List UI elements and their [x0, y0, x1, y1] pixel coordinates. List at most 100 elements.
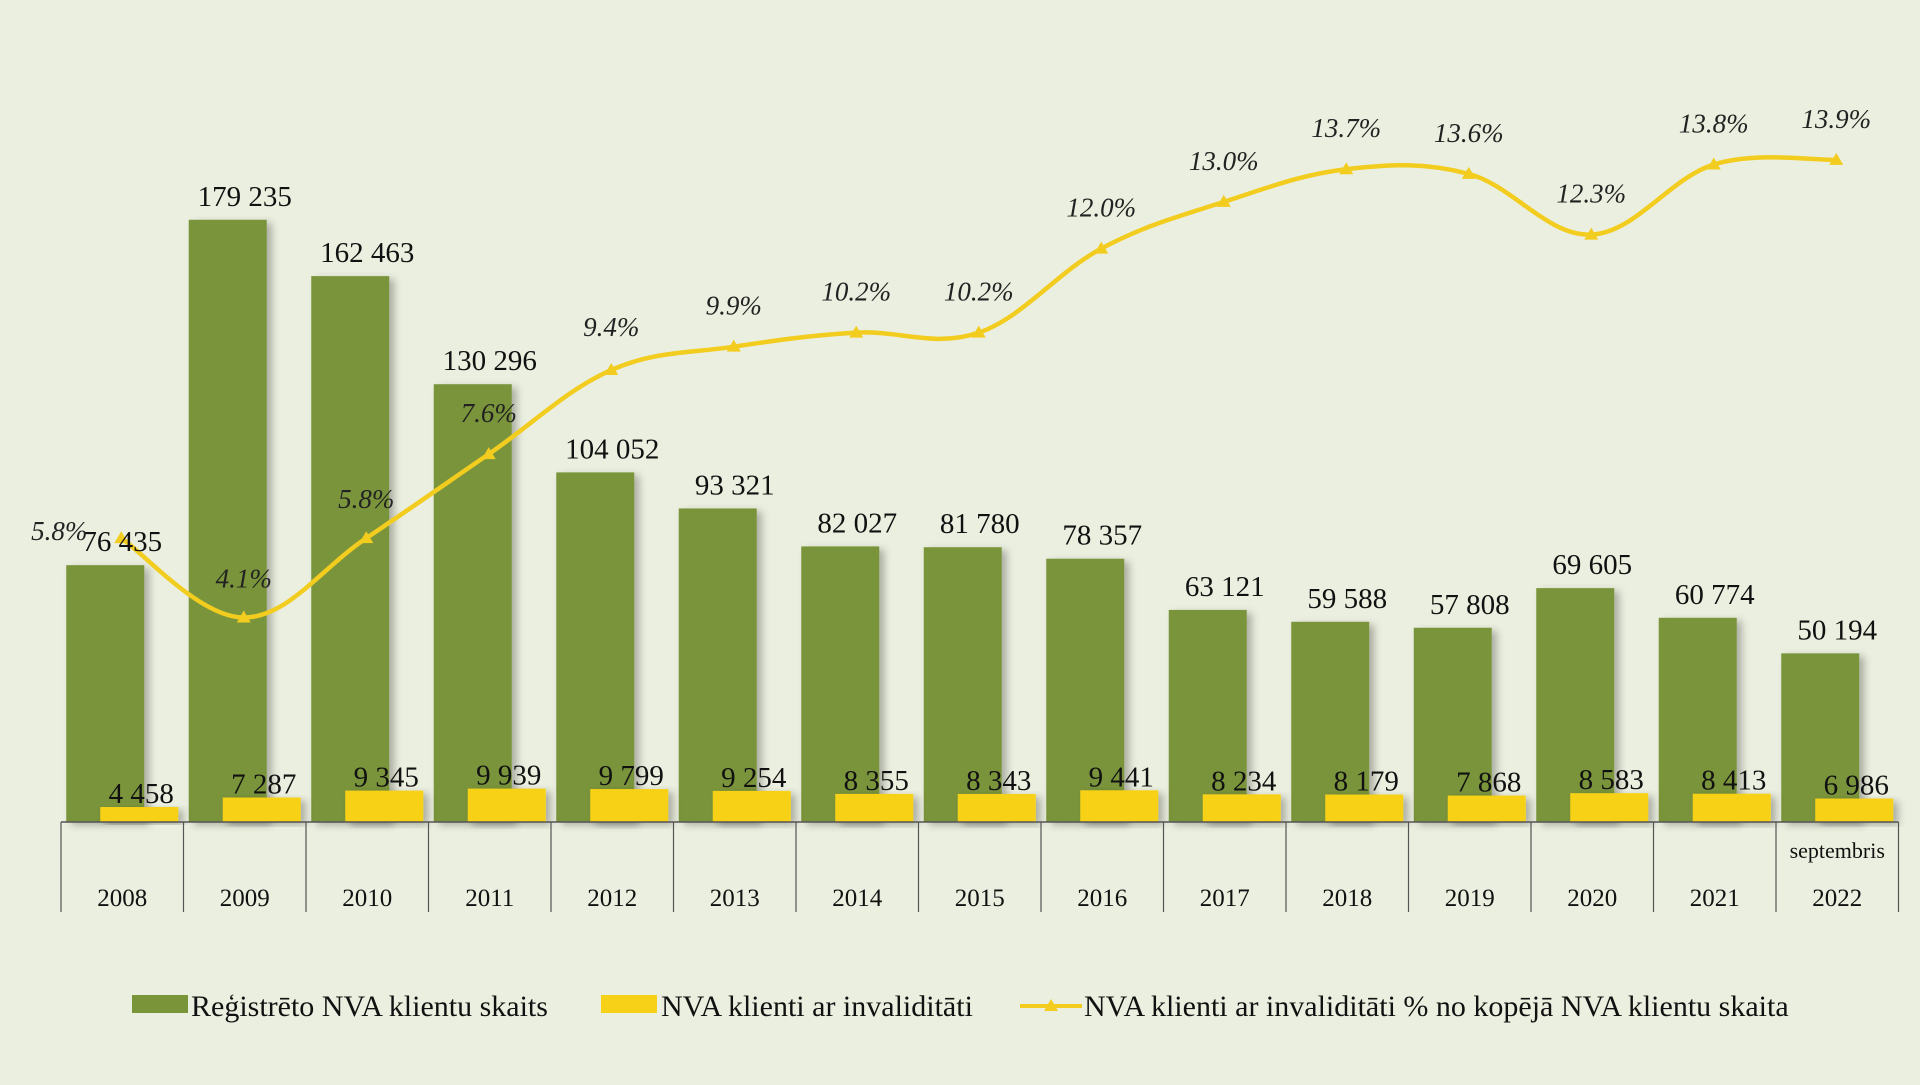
x-tick-2017: 2017	[1200, 885, 1250, 912]
percent-marker-2011	[481, 447, 496, 460]
bar-registered-2013	[678, 508, 757, 822]
label-percent-2022: 13.9%	[1801, 104, 1871, 134]
label-disabled-2010: 9 345	[354, 762, 419, 794]
label-disabled-2016: 9 441	[1089, 761, 1154, 793]
x-tick-2018: 2018	[1322, 885, 1372, 912]
label-percent-2021: 13.8%	[1679, 109, 1749, 139]
x-tick-2008: 2008	[97, 885, 147, 912]
x-tick-2010: 2010	[342, 885, 392, 912]
data-labels: 76 435 4 458 179 235 7 287 162 463 9 345 130 2…	[31, 104, 1889, 810]
x-tick-2014: 2014	[832, 885, 883, 912]
label-disabled-2019: 7 868	[1456, 767, 1521, 799]
bar-registered-2011	[433, 384, 512, 822]
label-registered-2020: 69 605	[1552, 549, 1632, 581]
bar-registered-2016	[1046, 558, 1125, 822]
label-registered-2022: 50 194	[1797, 614, 1877, 646]
label-registered-2016: 78 357	[1062, 520, 1142, 552]
label-percent-2008: 5.8%	[31, 516, 87, 546]
label-percent-2015: 10.2%	[944, 277, 1014, 307]
legend: Reģistrēto NVA klientu skaits NVA klient…	[132, 990, 1789, 1023]
bar-disabled-2019	[1447, 795, 1526, 822]
label-disabled-2017: 8 234	[1211, 765, 1277, 797]
percent-marker-2016	[1094, 241, 1109, 254]
bar-disabled-2017	[1202, 794, 1281, 822]
x-tick-2020: 2020	[1567, 885, 1617, 912]
label-disabled-2011: 9 939	[476, 760, 541, 792]
label-disabled-2020: 8 583	[1579, 764, 1644, 796]
bar-registered-2008	[66, 565, 145, 822]
label-registered-2010: 162 463	[320, 237, 414, 269]
percent-marker-2017	[1216, 194, 1231, 207]
x-tick-2011: 2011	[465, 885, 514, 912]
bar-registered-2020	[1536, 588, 1615, 822]
percent-marker-2022	[1829, 152, 1844, 165]
label-percent-2010: 5.8%	[338, 484, 394, 514]
x-tick-2012: 2012	[587, 885, 637, 912]
x-tick-2015: 2015	[955, 885, 1005, 912]
label-disabled-2012: 9 799	[599, 760, 664, 792]
label-registered-2019: 57 808	[1430, 589, 1510, 621]
label-registered-2011: 130 296	[443, 345, 537, 377]
bar-registered-2014	[801, 546, 880, 822]
bar-disabled-2011	[467, 788, 546, 822]
percent-line-series	[114, 152, 1844, 623]
bar-registered-2018	[1291, 621, 1370, 822]
label-percent-2020: 12.3%	[1556, 179, 1626, 209]
percent-marker-2015	[971, 325, 986, 338]
legend-label-disabled: NVA klienti ar invaliditāti	[661, 990, 973, 1023]
label-disabled-2022: 6 986	[1824, 770, 1889, 802]
label-percent-2009: 4.1%	[216, 564, 272, 594]
bar-disabled-2013	[712, 790, 791, 822]
label-percent-2014: 10.2%	[821, 277, 891, 307]
bar-disabled-2021	[1692, 793, 1771, 822]
legend-label-percent: NVA klienti ar invaliditāti % no kopējā …	[1084, 990, 1789, 1023]
label-registered-2014: 82 027	[817, 507, 897, 539]
label-registered-2009: 179 235	[198, 181, 292, 213]
label-registered-2021: 60 774	[1675, 579, 1755, 611]
x-tick-2019: 2019	[1445, 885, 1495, 912]
label-disabled-2013: 9 254	[721, 762, 787, 794]
label-disabled-2014: 8 355	[844, 765, 909, 797]
bar-registered-2022	[1781, 653, 1860, 822]
legend-label-registered: Reģistrēto NVA klientu skaits	[191, 990, 548, 1023]
label-disabled-2008: 4 458	[109, 778, 174, 810]
label-registered-2018: 59 588	[1307, 583, 1387, 615]
percent-marker-2012	[604, 363, 619, 376]
bar-disabled-2016	[1080, 790, 1159, 822]
bar-registered-2015	[923, 547, 1002, 822]
label-disabled-2009: 7 287	[231, 769, 296, 801]
label-disabled-2021: 8 413	[1701, 765, 1766, 797]
category-axis: 2008 2009 2010 2011 2012 2013 2014 2015 2016 2017…	[60, 821, 1900, 912]
legend-marker-percent	[1044, 999, 1058, 1011]
percent-marker-2020	[1584, 227, 1599, 240]
legend-swatch-disabled	[601, 995, 657, 1013]
percent-marker-2008	[114, 531, 129, 544]
percent-marker-2019	[1461, 166, 1476, 179]
x-tick-sublabel-2022: septembris	[1790, 838, 1885, 863]
label-disabled-2018: 8 179	[1334, 766, 1399, 798]
label-percent-2013: 9.9%	[706, 291, 762, 321]
x-tick-2013: 2013	[710, 885, 760, 912]
percent-marker-2021	[1706, 157, 1721, 170]
percent-marker-2018	[1339, 162, 1354, 175]
bar-disabled-2010	[345, 790, 424, 822]
x-tick-2022: 2022	[1812, 885, 1862, 912]
label-registered-2012: 104 052	[565, 433, 659, 465]
bar-disabled-2015	[957, 793, 1036, 822]
bar-disabled-2008	[100, 807, 179, 822]
label-disabled-2015: 8 343	[966, 765, 1031, 797]
bar-disabled-2018	[1325, 794, 1404, 822]
label-percent-2018: 13.7%	[1311, 113, 1381, 143]
disabled-bars	[100, 788, 1894, 822]
label-percent-2011: 7.6%	[461, 398, 517, 428]
bar-disabled-2012	[590, 789, 669, 822]
bar-registered-2021	[1658, 617, 1737, 822]
percent-marker-2009	[236, 610, 251, 623]
bar-registered-2017	[1168, 609, 1247, 822]
percent-marker-2014	[849, 325, 864, 338]
label-registered-2017: 63 121	[1185, 571, 1265, 603]
bar-disabled-2022	[1815, 798, 1894, 822]
registered-bars	[66, 219, 1860, 823]
